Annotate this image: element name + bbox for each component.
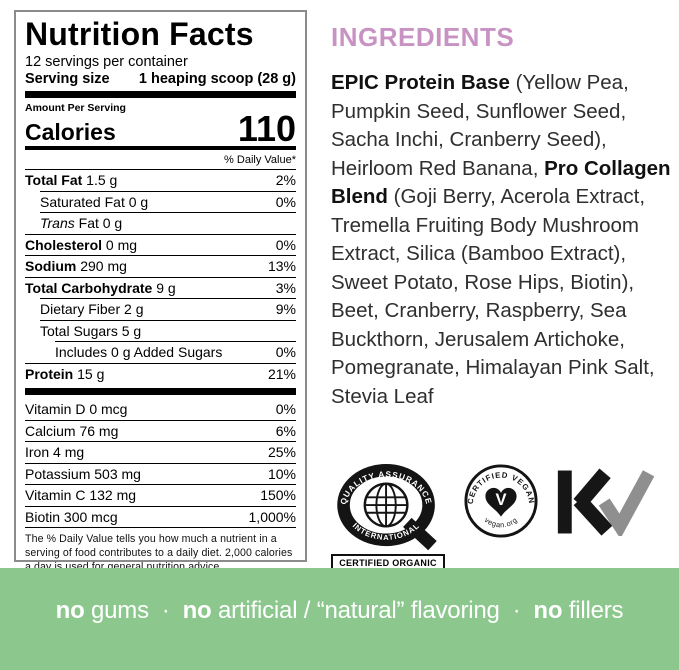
nutrition-facts-panel: Nutrition Facts 12 servings per containe… <box>14 10 307 573</box>
nutrient-row: Total Sugars 5 g <box>40 319 296 342</box>
ingredients-text: EPIC Protein Base (Yellow Pea, Pumpkin S… <box>331 71 677 408</box>
servings-per-container: 12 servings per container <box>25 53 188 70</box>
ingredients-heading: INGREDIENTS <box>331 22 515 52</box>
nutrient-row: Sodium 290 mg 13% <box>25 255 296 277</box>
calories-label: Calories <box>25 119 116 146</box>
serving-size-label: Serving size <box>25 70 110 87</box>
vitamin-row: Biotin 300 mcg 1,000% <box>25 505 296 528</box>
svg-text:V: V <box>495 490 506 509</box>
nutrient-row: Cholesterol 0 mg 0% <box>25 233 296 256</box>
certified-organic-logo: QUALITY ASSURANCE INTERNATIONAL CERTIFIE… <box>330 460 446 572</box>
banner-text: no gums · no artificial / “natural” flav… <box>55 597 624 624</box>
thick-divider <box>25 90 296 98</box>
bottom-banner: no gums · no artificial / “natural” flav… <box>0 568 679 670</box>
qai-globe-icon: QUALITY ASSURANCE INTERNATIONAL <box>337 463 437 551</box>
nutrient-row: Saturated Fat 0 g 0% <box>40 190 296 213</box>
vitamin-row: Iron 4 mg 25% <box>25 441 296 463</box>
nutrient-row: Total Carbohydrate 9 g 3% <box>25 276 296 299</box>
vitamin-rows: Vitamin D 0 mcg 0% Calcium 76 mg 6% Iron 4 m… <box>25 399 296 527</box>
vitamin-row: Vitamin D 0 mcg 0% <box>25 401 296 418</box>
vitamin-row: Calcium 76 mg 6% <box>25 419 296 442</box>
nutrient-row: Includes 0 g Added Sugars 0% <box>55 341 296 363</box>
nutrient-row: Protein 15 g 21% <box>25 362 296 385</box>
ingredients-section: INGREDIENTS EPIC Protein Base (Yellow Pe… <box>331 22 671 411</box>
serving-size-row: Serving size 1 heaping scoop (28 g) <box>25 71 296 87</box>
nutrient-row: Dietary Fiber 2 g 9% <box>40 298 296 320</box>
kv-check-icon <box>557 468 655 539</box>
vitamin-row: Vitamin C 132 mg 150% <box>25 484 296 506</box>
kosher-kv-logo <box>556 468 656 541</box>
amount-per-serving-label: Amount Per Serving <box>25 101 126 114</box>
thick-divider <box>25 388 296 396</box>
vitamin-row: Potassium 503 mg 10% <box>25 462 296 485</box>
medium-divider <box>25 146 296 151</box>
certified-vegan-logo: V CERTIFIED VEGAN vegan.org <box>463 463 539 544</box>
nutrient-row: Total Fat 1.5 g 2% <box>25 169 296 191</box>
certification-logos: QUALITY ASSURANCE INTERNATIONAL CERTIFIE… <box>330 460 656 572</box>
daily-value-header: % Daily Value* <box>224 154 296 167</box>
svg-text:vegan.org: vegan.org <box>483 515 519 529</box>
calories-value: 110 <box>237 107 296 149</box>
calories-row: Calories 110 <box>25 107 296 149</box>
vegan-heart-icon: V CERTIFIED VEGAN vegan.org <box>464 464 538 538</box>
nutrient-row: Trans Fat 0 g <box>40 212 296 234</box>
serving-size-value: 1 heaping scoop (28 g) <box>138 70 296 87</box>
nutrition-facts-title: Nutrition Facts <box>25 16 254 52</box>
nutrient-rows: Total Fat 1.5 g 2% Saturated Fat 0 g 0% Tran… <box>25 169 296 384</box>
